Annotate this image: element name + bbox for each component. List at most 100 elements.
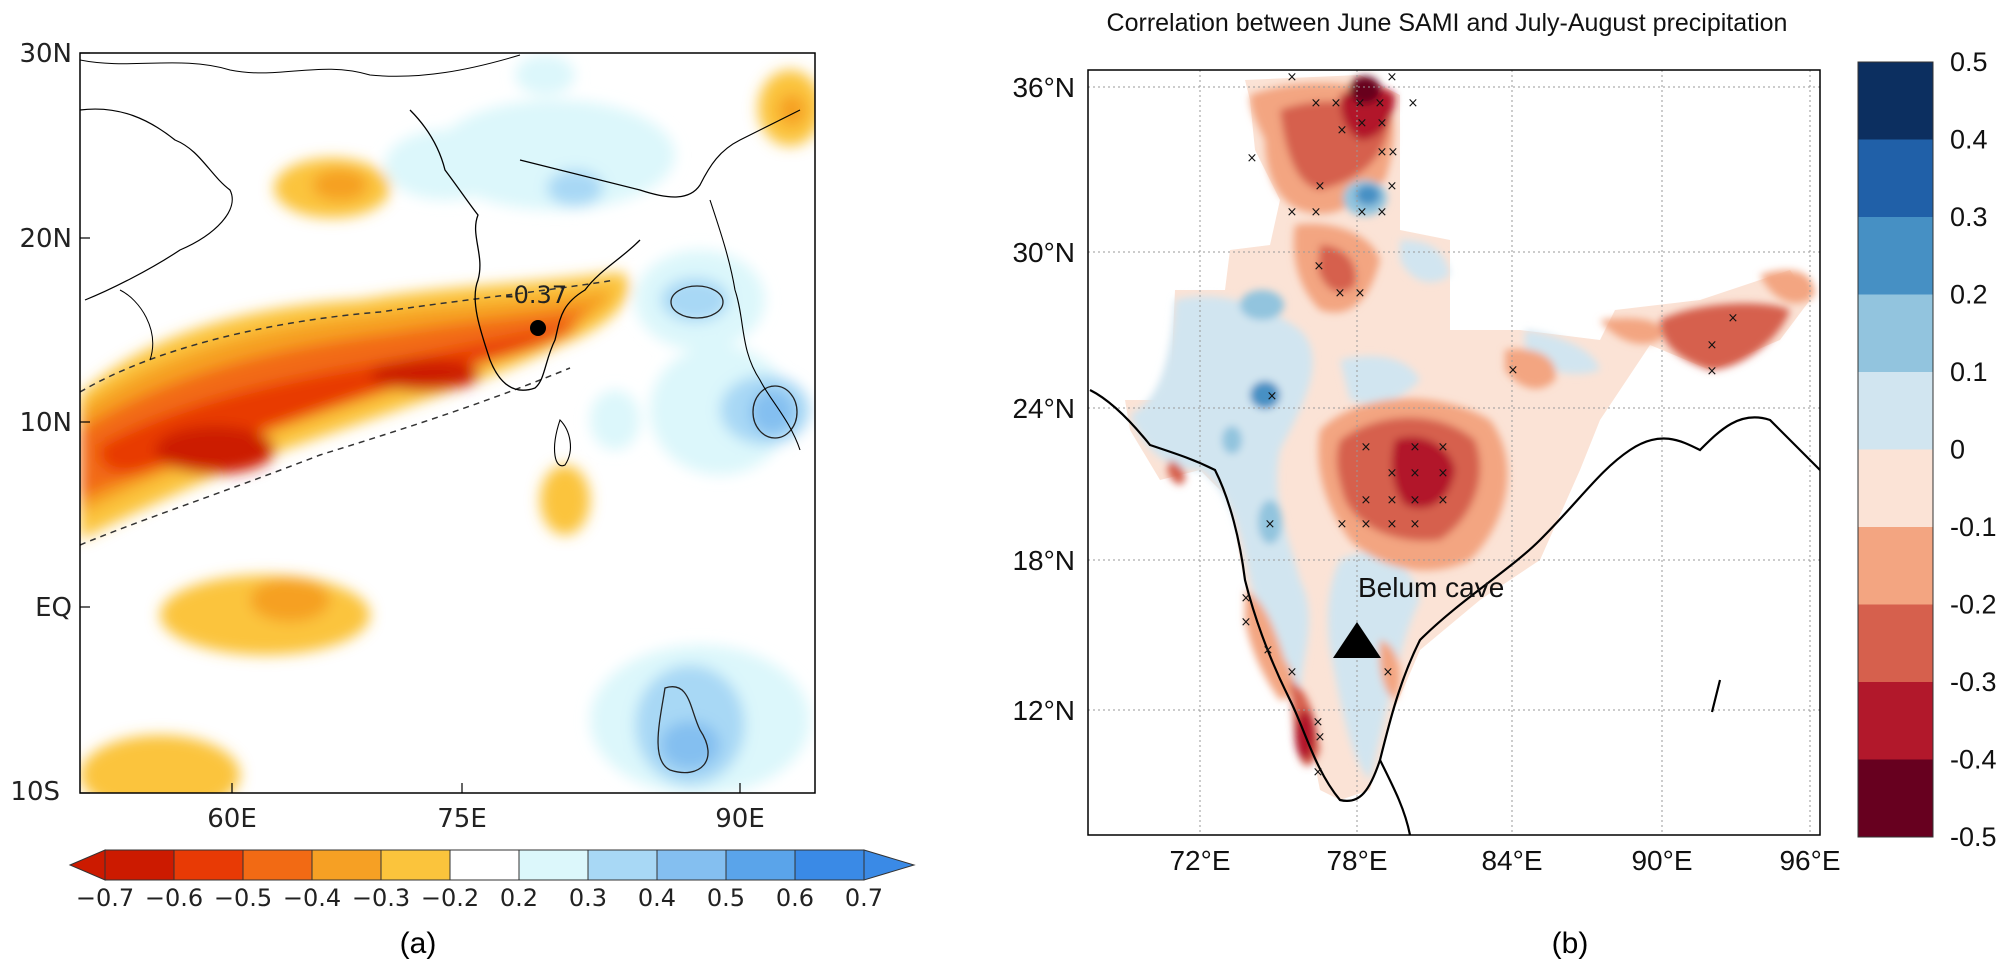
lat-label-12n: 12°N xyxy=(1012,695,1075,726)
colorbar-b-tick-label: -0.2 xyxy=(1950,590,1997,620)
colorbar-b-tick-label: 0.3 xyxy=(1950,202,1988,232)
significance-mark: × xyxy=(1707,364,1718,379)
significance-mark: × xyxy=(1388,145,1399,160)
colorbar-b-tick-label: 0.5 xyxy=(1950,47,1988,77)
significance-mark: × xyxy=(1377,116,1388,131)
colorbar-b-swatch xyxy=(1858,294,1933,372)
significance-mark: × xyxy=(1728,311,1739,326)
colorbar-a-swatch xyxy=(794,849,865,881)
significance-mark: × xyxy=(1313,715,1324,730)
lat-label-10s: 10S xyxy=(10,777,60,807)
colorbar-b-swatch xyxy=(1858,139,1933,217)
significance-mark: × xyxy=(1355,96,1366,111)
significance-mark: × xyxy=(1337,517,1348,532)
colorbar-a-swatch xyxy=(656,849,727,881)
lat-label-30n: 30°N xyxy=(1012,237,1075,268)
significance-mark: × xyxy=(1438,466,1449,481)
panel-b-map: Correlation between June SAMI and July-A… xyxy=(1012,9,1996,960)
colorbar-b-tick-label: 0 xyxy=(1950,435,1965,465)
significance-mark: × xyxy=(1337,123,1348,138)
colorbar-a-tick-label: −0.4 xyxy=(283,884,341,912)
significance-mark: × xyxy=(1357,205,1368,220)
panel-a-map: -0.37 30N 20N 10N EQ 10S 60E 75E 90E −0.… xyxy=(10,39,916,960)
significance-mark: × xyxy=(1438,440,1449,455)
lon-label-84e: 84°E xyxy=(1481,845,1542,876)
significance-mark: × xyxy=(1707,338,1718,353)
significance-mark: × xyxy=(1311,96,1322,111)
colorbar-a-arrow-right xyxy=(863,849,916,881)
colorbar-a-swatch xyxy=(380,849,451,881)
belum-cave-marker xyxy=(1333,622,1381,658)
significance-mark: × xyxy=(1387,493,1398,508)
colorbar-a-tick-label: −0.2 xyxy=(421,884,479,912)
significance-mark: × xyxy=(1314,259,1325,274)
colorbar-a-tick-label: 0.2 xyxy=(500,884,538,912)
significance-mark: × xyxy=(1313,765,1324,780)
significance-mark: × xyxy=(1508,363,1519,378)
colorbar-a-swatch xyxy=(449,849,520,881)
significance-mark: × xyxy=(1377,145,1388,160)
significance-mark: × xyxy=(1387,466,1398,481)
colorbar-b-tick-label: -0.3 xyxy=(1950,667,1997,697)
colorbar-b-tick-label: 0.1 xyxy=(1950,357,1988,387)
colorbar-b-swatch xyxy=(1858,527,1933,605)
significance-mark: × xyxy=(1287,70,1298,85)
significance-mark: × xyxy=(1438,493,1449,508)
lon-label-75e: 75E xyxy=(437,804,487,834)
lat-label-20n: 20N xyxy=(19,224,72,254)
site-label: Belum cave xyxy=(1358,572,1504,603)
colorbar-b-swatch xyxy=(1858,62,1933,140)
lat-label-10n: 10N xyxy=(19,408,72,438)
significance-mark: × xyxy=(1387,179,1398,194)
significance-mark: × xyxy=(1410,517,1421,532)
significance-mark: × xyxy=(1315,730,1326,745)
significance-mark: × xyxy=(1247,151,1258,166)
lon-label-96e: 96°E xyxy=(1779,845,1840,876)
significance-mark: × xyxy=(1387,517,1398,532)
panel-b-label: (b) xyxy=(1552,927,1589,960)
colorbar-a-tick-label: −0.3 xyxy=(352,884,410,912)
significance-mark: × xyxy=(1287,205,1298,220)
colorbar-a-swatch xyxy=(518,849,589,881)
colorbar-a-arrow-left xyxy=(68,849,106,881)
significance-mark: × xyxy=(1241,615,1252,630)
significance-mark: × xyxy=(1315,179,1326,194)
panel-b-title: Correlation between June SAMI and July-A… xyxy=(1107,9,1788,37)
significance-mark: × xyxy=(1361,440,1372,455)
significance-mark: × xyxy=(1335,286,1346,301)
panel-a-label: (a) xyxy=(400,927,437,960)
significance-mark: × xyxy=(1263,643,1274,658)
significance-mark: × xyxy=(1241,591,1252,606)
significance-mark: × xyxy=(1287,665,1298,680)
lat-label-24n: 24°N xyxy=(1012,393,1075,424)
lat-label-18n: 18°N xyxy=(1012,545,1075,576)
colorbar-a-tick-label: 0.6 xyxy=(776,884,814,912)
panel-b-colorbar: 0.5 0.4 0.3 0.2 0.1 0 -0.1 -0.2 -0.3 -0.4 -0.5 xyxy=(1857,47,1997,852)
significance-mark: × xyxy=(1265,517,1276,532)
colorbar-a-swatch xyxy=(311,849,382,881)
significance-mark: × xyxy=(1408,96,1419,111)
colorbar-a-tick-label: 0.3 xyxy=(569,884,607,912)
significance-mark: × xyxy=(1387,70,1398,85)
colorbar-a-swatch xyxy=(587,849,658,881)
colorbar-a-swatch xyxy=(173,849,244,881)
lat-label-30n: 30N xyxy=(19,39,72,69)
contour-label: -0.37 xyxy=(505,281,567,309)
lon-label-78e: 78°E xyxy=(1326,845,1387,876)
colorbar-b-swatch xyxy=(1858,217,1933,295)
colorbar-a-tick-label: 0.7 xyxy=(845,884,883,912)
significance-mark: × xyxy=(1267,389,1278,404)
lon-label-90e: 90°E xyxy=(1631,845,1692,876)
colorbar-a-swatch xyxy=(725,849,796,881)
lat-label-36n: 36°N xyxy=(1012,72,1075,103)
colorbar-b-tick-label: 0.2 xyxy=(1950,280,1988,310)
colorbar-b-swatch xyxy=(1858,604,1933,682)
significance-mark: × xyxy=(1410,493,1421,508)
significance-mark: × xyxy=(1311,205,1322,220)
colorbar-b-swatch xyxy=(1858,759,1933,837)
colorbar-b-swatch xyxy=(1858,449,1933,527)
significance-mark: × xyxy=(1357,116,1368,131)
colorbar-b-swatch xyxy=(1858,372,1933,450)
colorbar-b-tick-label: -0.4 xyxy=(1950,745,1997,775)
